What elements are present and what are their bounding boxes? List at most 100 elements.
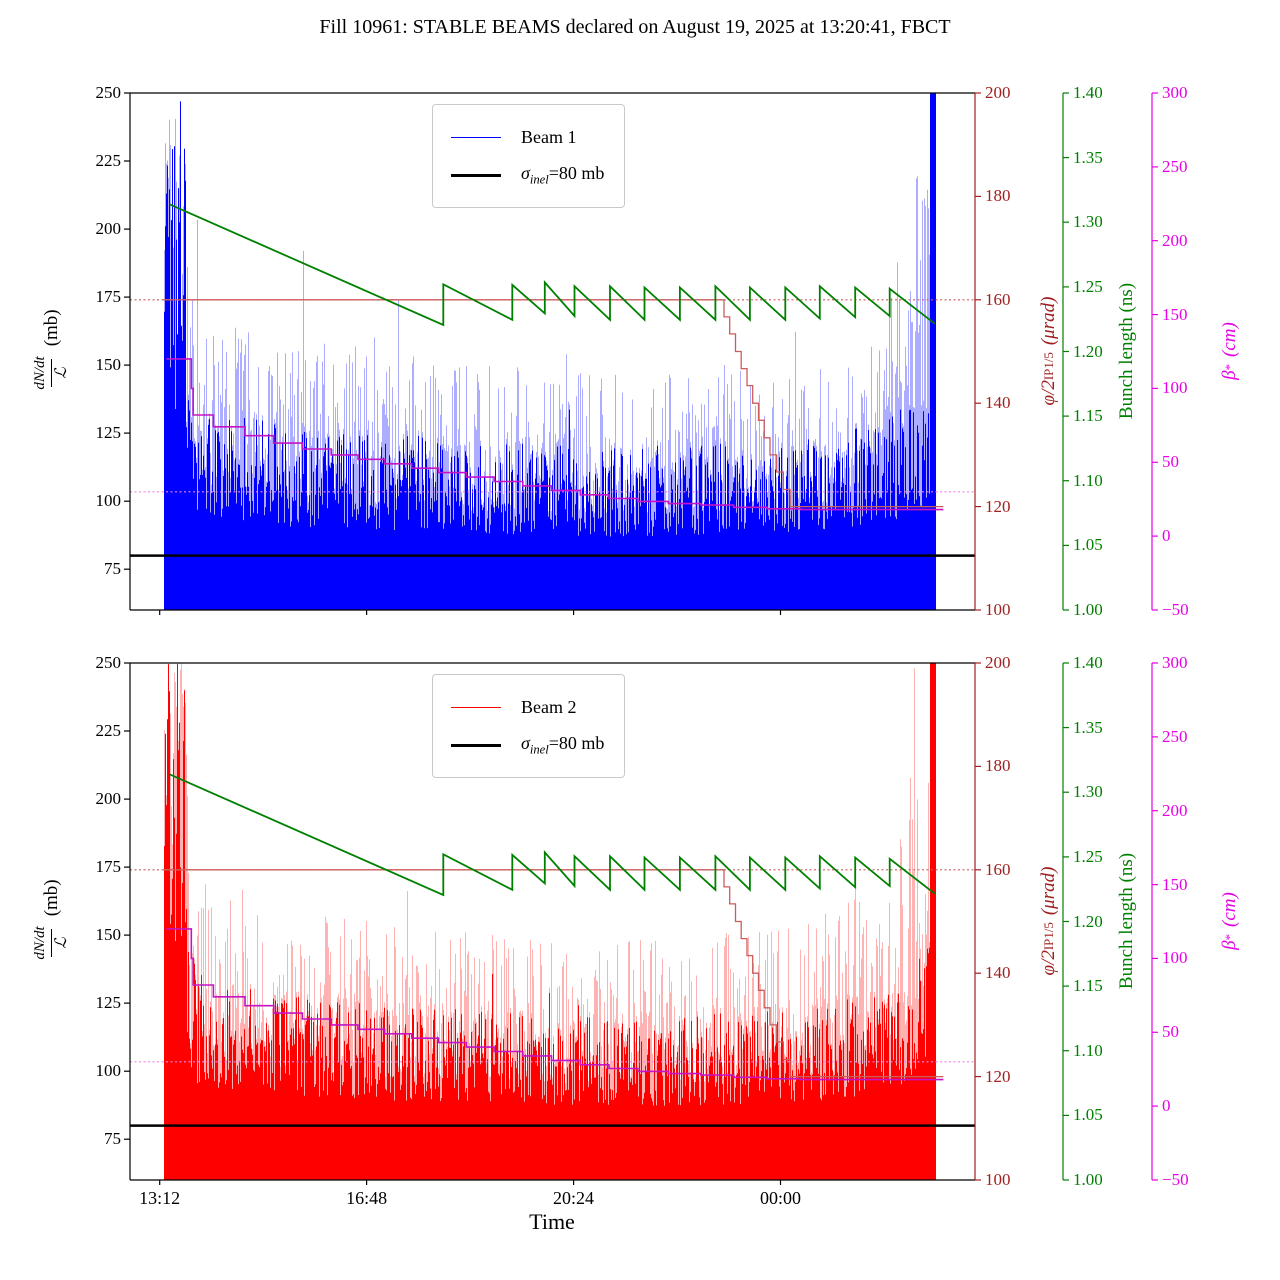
tick-label: 1.15 — [1073, 976, 1103, 996]
tick-label: 1.15 — [1073, 406, 1103, 426]
tick-label: 300 — [1162, 83, 1188, 102]
tick-label: 13:12 — [139, 1188, 181, 1208]
tick-label: 150 — [1162, 874, 1188, 894]
bunch-length-label: Bunch length (ns) — [1116, 852, 1137, 990]
tick-label: 50 — [1162, 452, 1179, 472]
tick-label: 160 — [985, 289, 1011, 309]
tick-label: 200 — [985, 653, 1011, 672]
legend-label-sigma: σinel=80 mb — [521, 733, 604, 758]
tick-label: 1.40 — [1073, 653, 1103, 672]
tick-label: 1.20 — [1073, 341, 1103, 361]
tick-label: 0 — [1162, 1096, 1171, 1116]
tick-label: 140 — [985, 393, 1011, 413]
legend-entry-beam2: Beam 2 — [451, 688, 604, 726]
tick-label: 140 — [985, 963, 1011, 983]
tick-label: 160 — [985, 859, 1011, 879]
rate-label-numerator: dN/dt — [32, 356, 49, 390]
tick-label: 200 — [1162, 800, 1188, 820]
legend-line-sample-sigma — [451, 173, 501, 177]
tick-label: 150 — [95, 355, 122, 375]
tick-label: 120 — [985, 1066, 1011, 1086]
legend-label-beam2: Beam 2 — [521, 696, 577, 717]
crossing-angle-label-unit: (μrad) — [1038, 296, 1059, 346]
tick-label: 16:48 — [346, 1188, 388, 1208]
legend-entry-beam1: Beam 1 — [451, 118, 604, 156]
tick-label: 75 — [104, 1129, 121, 1149]
tick-label: 200 — [95, 789, 122, 809]
beta-star-label-unit: (cm) — [1219, 892, 1240, 927]
sigma-subscript: inel — [529, 742, 549, 757]
y-axis-label-beta-star: β * (cm) — [1207, 201, 1253, 501]
tick-label: 100 — [1162, 948, 1188, 968]
x-axis-label: Time — [529, 1209, 575, 1234]
rate-label-unit: (mb) — [41, 309, 62, 347]
bunch-length-line — [168, 773, 936, 897]
tick-label: 0 — [1162, 526, 1171, 546]
tick-label: 250 — [95, 83, 122, 102]
tick-label: 00:00 — [760, 1188, 802, 1208]
tick-label: 1.00 — [1073, 600, 1103, 619]
tick-label: 20:24 — [553, 1188, 595, 1208]
tick-label: 300 — [1162, 653, 1188, 672]
rate-label-denominator: ℒ — [50, 359, 71, 387]
crossing-angle-label-sub: IP1/5 — [1041, 352, 1056, 381]
rate-label-denominator: ℒ — [50, 929, 71, 957]
bunch-length-label: Bunch length (ns) — [1116, 282, 1137, 420]
tick-label: 1.00 — [1073, 1170, 1103, 1189]
tick-label: 100 — [985, 600, 1011, 619]
crossing-angle-line — [163, 869, 944, 1078]
sigma-symbol: σ — [521, 732, 530, 753]
tick-label: 1.30 — [1073, 782, 1103, 802]
tick-label: −50 — [1162, 600, 1189, 619]
crossing-angle-label-main: φ/2 — [1038, 380, 1059, 406]
beta-star-line — [166, 358, 944, 511]
tick-label: 100 — [1162, 378, 1188, 398]
tick-label: 175 — [95, 287, 122, 307]
y-axis-label-crossing-angle: φ/2 IP1/5 (μrad) — [1026, 771, 1072, 1071]
tick-label: 150 — [95, 925, 122, 945]
y-axis-label-rate: dN/dt ℒ (mb) — [29, 771, 75, 1071]
tick-label: 1.35 — [1073, 717, 1103, 737]
tick-label: 250 — [1162, 156, 1188, 176]
crossing-angle-line — [163, 299, 944, 508]
tick-label: 1.10 — [1073, 1040, 1103, 1060]
beta-star-line — [166, 928, 944, 1081]
rate-label-fraction: dN/dt ℒ — [32, 923, 71, 962]
tick-label: 200 — [1162, 230, 1188, 250]
y-axis-label-crossing-angle: φ/2 IP1/5 (μrad) — [1026, 201, 1072, 501]
tick-label: 1.25 — [1073, 276, 1103, 296]
crossing-angle-label-sub: IP1/5 — [1041, 922, 1056, 951]
tick-label: 250 — [95, 653, 122, 672]
tick-label: 1.40 — [1073, 83, 1103, 102]
sigma-value-text: =80 mb — [548, 732, 605, 753]
tick-label: 1.35 — [1073, 147, 1103, 167]
tick-label: 175 — [95, 857, 122, 877]
tick-label: 180 — [985, 756, 1011, 776]
beta-star-label-sup: * — [1222, 363, 1237, 371]
rate-label-numerator: dN/dt — [32, 926, 49, 960]
tick-label: 150 — [1162, 304, 1188, 324]
tick-label: 200 — [985, 83, 1011, 102]
legend-line-sample-sigma — [451, 743, 501, 747]
tick-label: 1.30 — [1073, 212, 1103, 232]
y-axis-label-bunch-length: Bunch length (ns) — [1104, 201, 1150, 501]
sigma-symbol: σ — [521, 162, 530, 183]
y-axis-label-bunch-length: Bunch length (ns) — [1104, 771, 1150, 1071]
legend-beam1: Beam 1 σinel=80 mb — [432, 104, 626, 208]
y-axis-label-beta-star: β * (cm) — [1207, 771, 1253, 1071]
beta-star-label-main: β — [1219, 370, 1240, 380]
tick-label: 250 — [1162, 726, 1188, 746]
bunch-length-line — [168, 203, 936, 327]
tick-label: 1.05 — [1073, 1105, 1103, 1125]
chart-title: Fill 10961: STABLE BEAMS declared on Aug… — [319, 16, 951, 38]
legend-line-sample-beam1 — [451, 136, 501, 138]
sigma-subscript: inel — [529, 172, 549, 187]
tick-label: −50 — [1162, 1170, 1189, 1189]
y-axis-label-rate: dN/dt ℒ (mb) — [29, 201, 75, 501]
tick-label: 125 — [95, 993, 122, 1013]
beta-star-label-sup: * — [1222, 933, 1237, 941]
rate-label-fraction: dN/dt ℒ — [32, 353, 71, 392]
legend-line-sample-beam2 — [451, 706, 501, 708]
legend-entry-sigma: σinel=80 mb — [451, 726, 604, 764]
